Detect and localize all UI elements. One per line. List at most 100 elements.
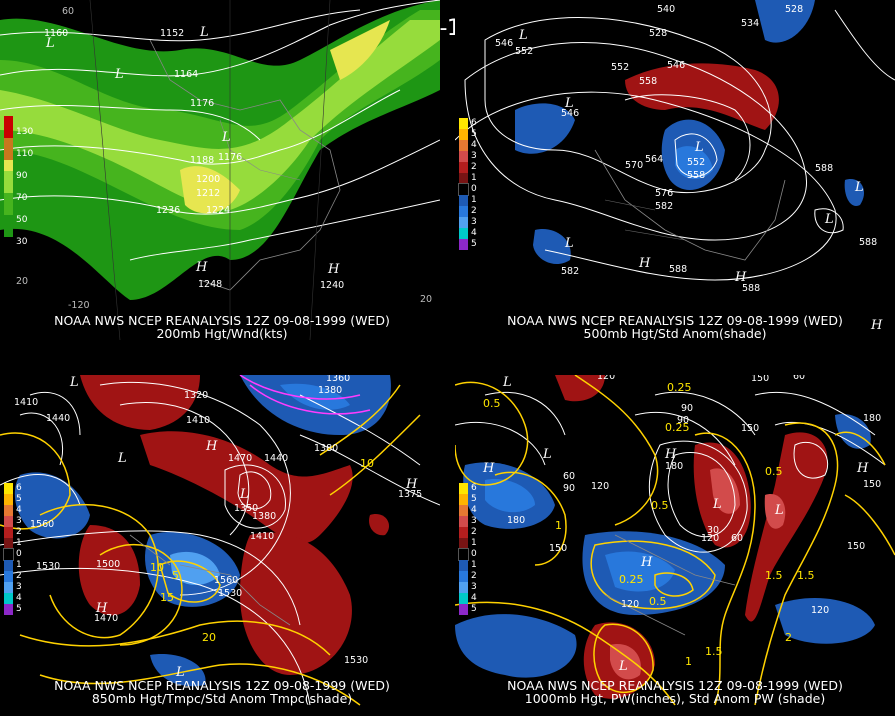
contour-label: 30 xyxy=(707,525,720,536)
panel-caption-line1: NOAA NWS NCEP REANALYSIS 12Z 09-08-1999 … xyxy=(507,313,843,328)
legend-swatch xyxy=(4,604,13,615)
map-200mb-canvas xyxy=(0,0,440,340)
legend-swatch xyxy=(459,228,468,239)
contour-label: 552 xyxy=(687,157,706,168)
contour-label: 90 xyxy=(563,483,576,494)
contour-label: 1236 xyxy=(156,205,181,216)
high-pressure-marker: H xyxy=(406,477,418,492)
contour-label: 1440 xyxy=(46,413,71,424)
legend-swatch xyxy=(4,571,13,582)
contour-label: 588 xyxy=(815,163,834,174)
legend-swatch xyxy=(459,494,468,505)
contour-label: 150 xyxy=(741,423,760,434)
legend-label: 2 xyxy=(471,206,477,216)
contour-label: 558 xyxy=(687,170,706,181)
panel-caption-line2: 850mb Hgt/Tmpc/Std Anom Tmpc(shade) xyxy=(91,691,353,706)
low-pressure-marker: L xyxy=(519,28,528,43)
contour-label: 120 xyxy=(621,599,640,610)
legend-swatch xyxy=(458,183,469,196)
panel-1000mb[interactable]: 6 5 4 3 2 1 0 1 2 3 4 5 120 150 60 90 18… xyxy=(455,375,895,715)
panel-500mb[interactable]: 6 5 4 3 2 1 0 1 2 3 4 5 540 534 528 546 … xyxy=(455,0,895,340)
high-pressure-marker: H xyxy=(206,439,218,454)
legend-swatch xyxy=(459,151,468,162)
contour-label: 1320 xyxy=(184,390,209,401)
legend-swatch xyxy=(4,226,13,237)
legend-swatch xyxy=(459,483,468,494)
longitude-label: -120 xyxy=(68,300,90,311)
legend-label: 5 xyxy=(471,239,477,249)
low-pressure-marker: L xyxy=(222,130,231,145)
contour-label: 1212 xyxy=(196,188,221,199)
contour-label: 546 xyxy=(561,108,580,119)
low-pressure-marker: L xyxy=(503,375,512,390)
contour-label: 582 xyxy=(561,266,580,277)
legend-swatch xyxy=(4,127,13,138)
precipitable-water-label: 1.5 xyxy=(797,569,815,582)
legend-swatch xyxy=(4,171,13,182)
legend-swatch xyxy=(4,193,13,204)
legend-swatch xyxy=(4,116,13,127)
contour-label: 588 xyxy=(859,237,878,248)
legend-label: 5 xyxy=(16,494,22,504)
legend-label: 1 xyxy=(471,195,477,205)
legend-label: 4 xyxy=(16,505,22,515)
temperature-label: 10 xyxy=(150,561,164,574)
legend-label: 4 xyxy=(16,593,22,603)
contour-label: 1380 xyxy=(314,443,339,454)
contour-label: 1240 xyxy=(320,280,345,291)
contour-label: 180 xyxy=(665,461,684,472)
panel-200mb[interactable]: 130 110 90 70 50 30 1160 1152 1164 1176 … xyxy=(0,0,440,340)
panel-caption-line2: 200mb Hgt/Wnd(kts) xyxy=(156,326,288,340)
contour-label: 1360 xyxy=(326,375,351,384)
legend-swatch xyxy=(4,483,13,494)
contour-label: 120 xyxy=(591,481,610,492)
legend-swatch xyxy=(459,560,468,571)
legend-label: 4 xyxy=(471,140,477,150)
contour-label: 528 xyxy=(785,4,804,15)
contour-label: 60 xyxy=(793,375,806,382)
contour-label: 558 xyxy=(639,76,658,87)
legend-swatch xyxy=(459,571,468,582)
contour-label: 528 xyxy=(649,28,668,39)
contour-label: 1188 xyxy=(190,155,215,166)
contour-label: 1530 xyxy=(36,561,61,572)
legend-swatch xyxy=(4,149,13,160)
contour-label: 570 xyxy=(625,160,644,171)
low-pressure-marker: L xyxy=(118,451,127,466)
low-pressure-marker: L xyxy=(825,212,834,227)
legend-label: 0 xyxy=(471,549,477,559)
precipitable-water-label: 2 xyxy=(785,631,792,644)
legend-label: 90 xyxy=(16,171,28,181)
legend-swatch xyxy=(4,527,13,538)
precipitable-water-label: 0.5 xyxy=(649,595,667,608)
high-pressure-marker: H xyxy=(196,260,208,275)
low-pressure-marker: L xyxy=(619,659,628,674)
contour-label: 180 xyxy=(863,413,882,424)
legend-label: 5 xyxy=(16,604,22,614)
contour-label: 1470 xyxy=(228,453,253,464)
legend-label: 2 xyxy=(471,571,477,581)
contour-label: 60 xyxy=(731,533,744,544)
contour-label: 1410 xyxy=(14,397,39,408)
contour-label: 576 xyxy=(655,188,674,199)
legend-swatch xyxy=(459,505,468,516)
panel-850mb[interactable]: 6 5 4 3 2 1 0 1 2 3 4 5 1360 1410 1440 1… xyxy=(0,375,440,715)
low-pressure-marker: L xyxy=(695,140,704,155)
high-pressure-marker: H xyxy=(735,270,747,285)
map-850mb-canvas xyxy=(0,375,440,706)
legend-label: 1 xyxy=(16,560,22,570)
legend-label: 6 xyxy=(471,118,477,128)
high-pressure-marker: H xyxy=(871,318,883,333)
contour-label: 1560 xyxy=(214,575,239,586)
panel-caption-line1: NOAA NWS NCEP REANALYSIS 12Z 09-08-1999 … xyxy=(54,313,390,328)
precipitable-water-label: 0.25 xyxy=(665,421,690,434)
legend-label: 3 xyxy=(16,516,22,526)
legend-swatch xyxy=(4,505,13,516)
contour-label: 1200 xyxy=(196,174,221,185)
contour-label: 552 xyxy=(515,46,534,57)
legend-swatch xyxy=(459,217,468,228)
legend-swatch xyxy=(459,206,468,217)
latitude-label: 20 xyxy=(420,294,433,305)
high-pressure-marker: H xyxy=(96,601,108,616)
contour-label: 1380 xyxy=(318,385,343,396)
